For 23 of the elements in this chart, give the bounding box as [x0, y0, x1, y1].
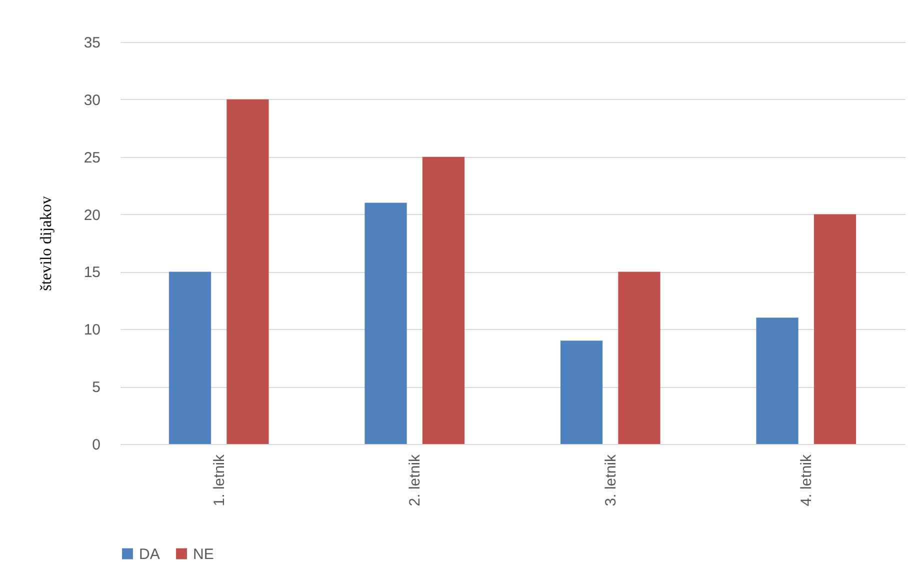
y-tick-label: 35 [84, 34, 100, 52]
y-tick-label: 5 [92, 379, 100, 396]
y-tick-label: 15 [84, 264, 100, 282]
legend-label: NE [193, 546, 214, 562]
bar [560, 340, 603, 444]
y-axis-title: število dijakov [38, 196, 55, 291]
bar [364, 202, 407, 444]
x-tick-label: 1. letnik [210, 454, 228, 506]
y-tick-label: 10 [84, 322, 100, 339]
legend-label: DA [139, 546, 160, 562]
y-tick-label: 25 [84, 149, 100, 166]
x-tick-label: 4. letnik [798, 454, 816, 506]
bar [814, 214, 856, 444]
bar [226, 99, 269, 444]
bar [618, 272, 660, 444]
bar [756, 318, 798, 444]
bar [168, 272, 212, 444]
x-tick-label: 2. letnik [406, 454, 424, 506]
y-tick-label: 30 [84, 92, 100, 109]
y-tick-label: 0 [92, 436, 100, 454]
x-tick-label: 3. letnik [602, 454, 620, 506]
y-tick-label: 20 [84, 206, 100, 224]
bar [422, 156, 465, 444]
